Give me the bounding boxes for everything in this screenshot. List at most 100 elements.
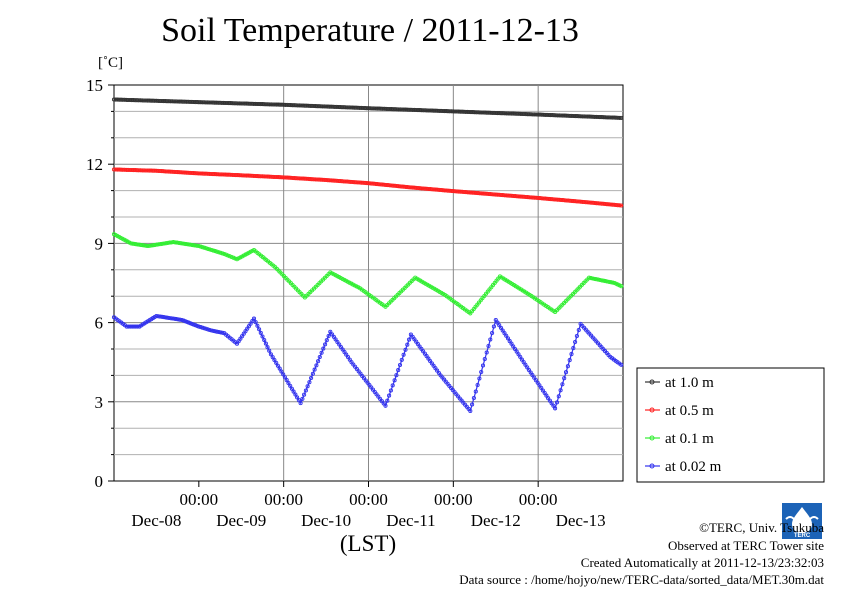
series-point: [267, 348, 272, 353]
series-2: [111, 232, 624, 316]
series-point: [213, 329, 218, 334]
series-point: [207, 247, 212, 252]
series-point: [216, 329, 221, 335]
series-point: [272, 357, 277, 363]
series-point: [153, 242, 158, 247]
legend-marker: [649, 463, 655, 469]
series-point: [202, 245, 207, 250]
series-point: [202, 326, 207, 331]
x-axis-label: (LST): [339, 531, 397, 556]
series-point: [156, 314, 161, 319]
series-point: [504, 333, 509, 338]
series-point: [468, 408, 473, 414]
series-point: [167, 315, 172, 321]
series-point: [387, 393, 392, 398]
series-point: [560, 382, 565, 387]
series-point: [596, 277, 601, 282]
series-point: [258, 330, 263, 335]
series-point: [286, 380, 291, 386]
series-point: [170, 316, 175, 321]
series-point: [257, 327, 262, 332]
series-point: [163, 315, 168, 320]
series-point: [563, 370, 569, 375]
series-point: [610, 280, 615, 285]
series-point: [180, 241, 185, 246]
series-point: [394, 373, 399, 378]
chart-title: Soil Temperature / 2011-12-13: [161, 12, 579, 49]
x-day-label: Dec-11: [386, 511, 435, 530]
series-point: [390, 383, 395, 388]
axis-labels: 0 3 6 9 12 15 Dec-08 Dec-09 Dec-10 Dec-11 Dec-12 De…: [86, 76, 606, 530]
series-point: [514, 349, 519, 354]
series-point: [401, 352, 406, 357]
series-point: [173, 240, 178, 245]
series-point: [156, 242, 161, 247]
series-point: [319, 350, 324, 355]
series-point: [399, 357, 404, 362]
series-point: [477, 376, 482, 381]
legend-label: at 0.02 m: [665, 459, 722, 475]
series-point: [300, 396, 305, 401]
series-point: [475, 382, 480, 388]
series-point: [158, 314, 163, 319]
series-point: [251, 316, 257, 321]
series-point: [214, 249, 220, 254]
series-point: [167, 240, 172, 245]
series-point: [497, 323, 502, 328]
series-point: [303, 388, 308, 393]
series-point: [587, 275, 592, 280]
series-point: [204, 326, 209, 331]
series-point: [490, 330, 495, 336]
series-point: [310, 371, 315, 376]
x-day-label: Dec-12: [471, 511, 521, 530]
series-point: [480, 363, 486, 368]
series-point: [172, 316, 177, 321]
series-point: [569, 352, 574, 357]
series-point: [282, 375, 287, 380]
series-point: [470, 402, 475, 407]
series-point: [617, 203, 622, 208]
series-point: [268, 352, 273, 357]
logo-text: TERC: [794, 533, 811, 539]
series-point: [479, 369, 484, 375]
series-point: [191, 243, 196, 248]
series-point: [211, 328, 216, 333]
legend-box: [636, 367, 825, 483]
series-point: [149, 243, 154, 248]
series-point: [176, 240, 181, 245]
series-point: [553, 406, 558, 411]
y-axis-unit-label: [˚C]: [98, 55, 123, 71]
series-point: [296, 398, 301, 403]
y-tick-label: 15: [86, 76, 103, 95]
series-point: [288, 383, 293, 388]
series-point: [295, 395, 300, 400]
series-point: [298, 401, 303, 406]
series-point: [574, 333, 579, 339]
series-point: [388, 388, 393, 393]
x-time-label: 00:00: [264, 490, 303, 509]
footer-observed: Observed at TERC Tower site: [667, 538, 824, 553]
footer-copyright: ©TERC, Univ. Tsukuba: [699, 520, 824, 535]
series-point: [588, 276, 593, 281]
series-point: [556, 394, 561, 399]
series-point: [607, 279, 612, 284]
series-point: [284, 378, 289, 383]
series-point: [227, 254, 232, 259]
series-point: [182, 241, 187, 246]
y-tick-label: 6: [95, 314, 104, 333]
series-point: [196, 243, 201, 249]
series-point: [594, 277, 599, 282]
legend-label: at 0.1 m: [665, 431, 714, 447]
series-point: [571, 346, 576, 351]
series-point: [193, 243, 198, 248]
series-point: [255, 323, 260, 328]
series-point: [204, 246, 209, 251]
series-point: [159, 314, 164, 319]
series-point: [324, 338, 329, 343]
series-point: [608, 280, 613, 285]
series-point: [275, 363, 280, 368]
y-tick-label: 12: [86, 155, 103, 174]
series-point: [291, 389, 296, 394]
series-point: [184, 242, 189, 247]
series-point: [189, 242, 194, 247]
